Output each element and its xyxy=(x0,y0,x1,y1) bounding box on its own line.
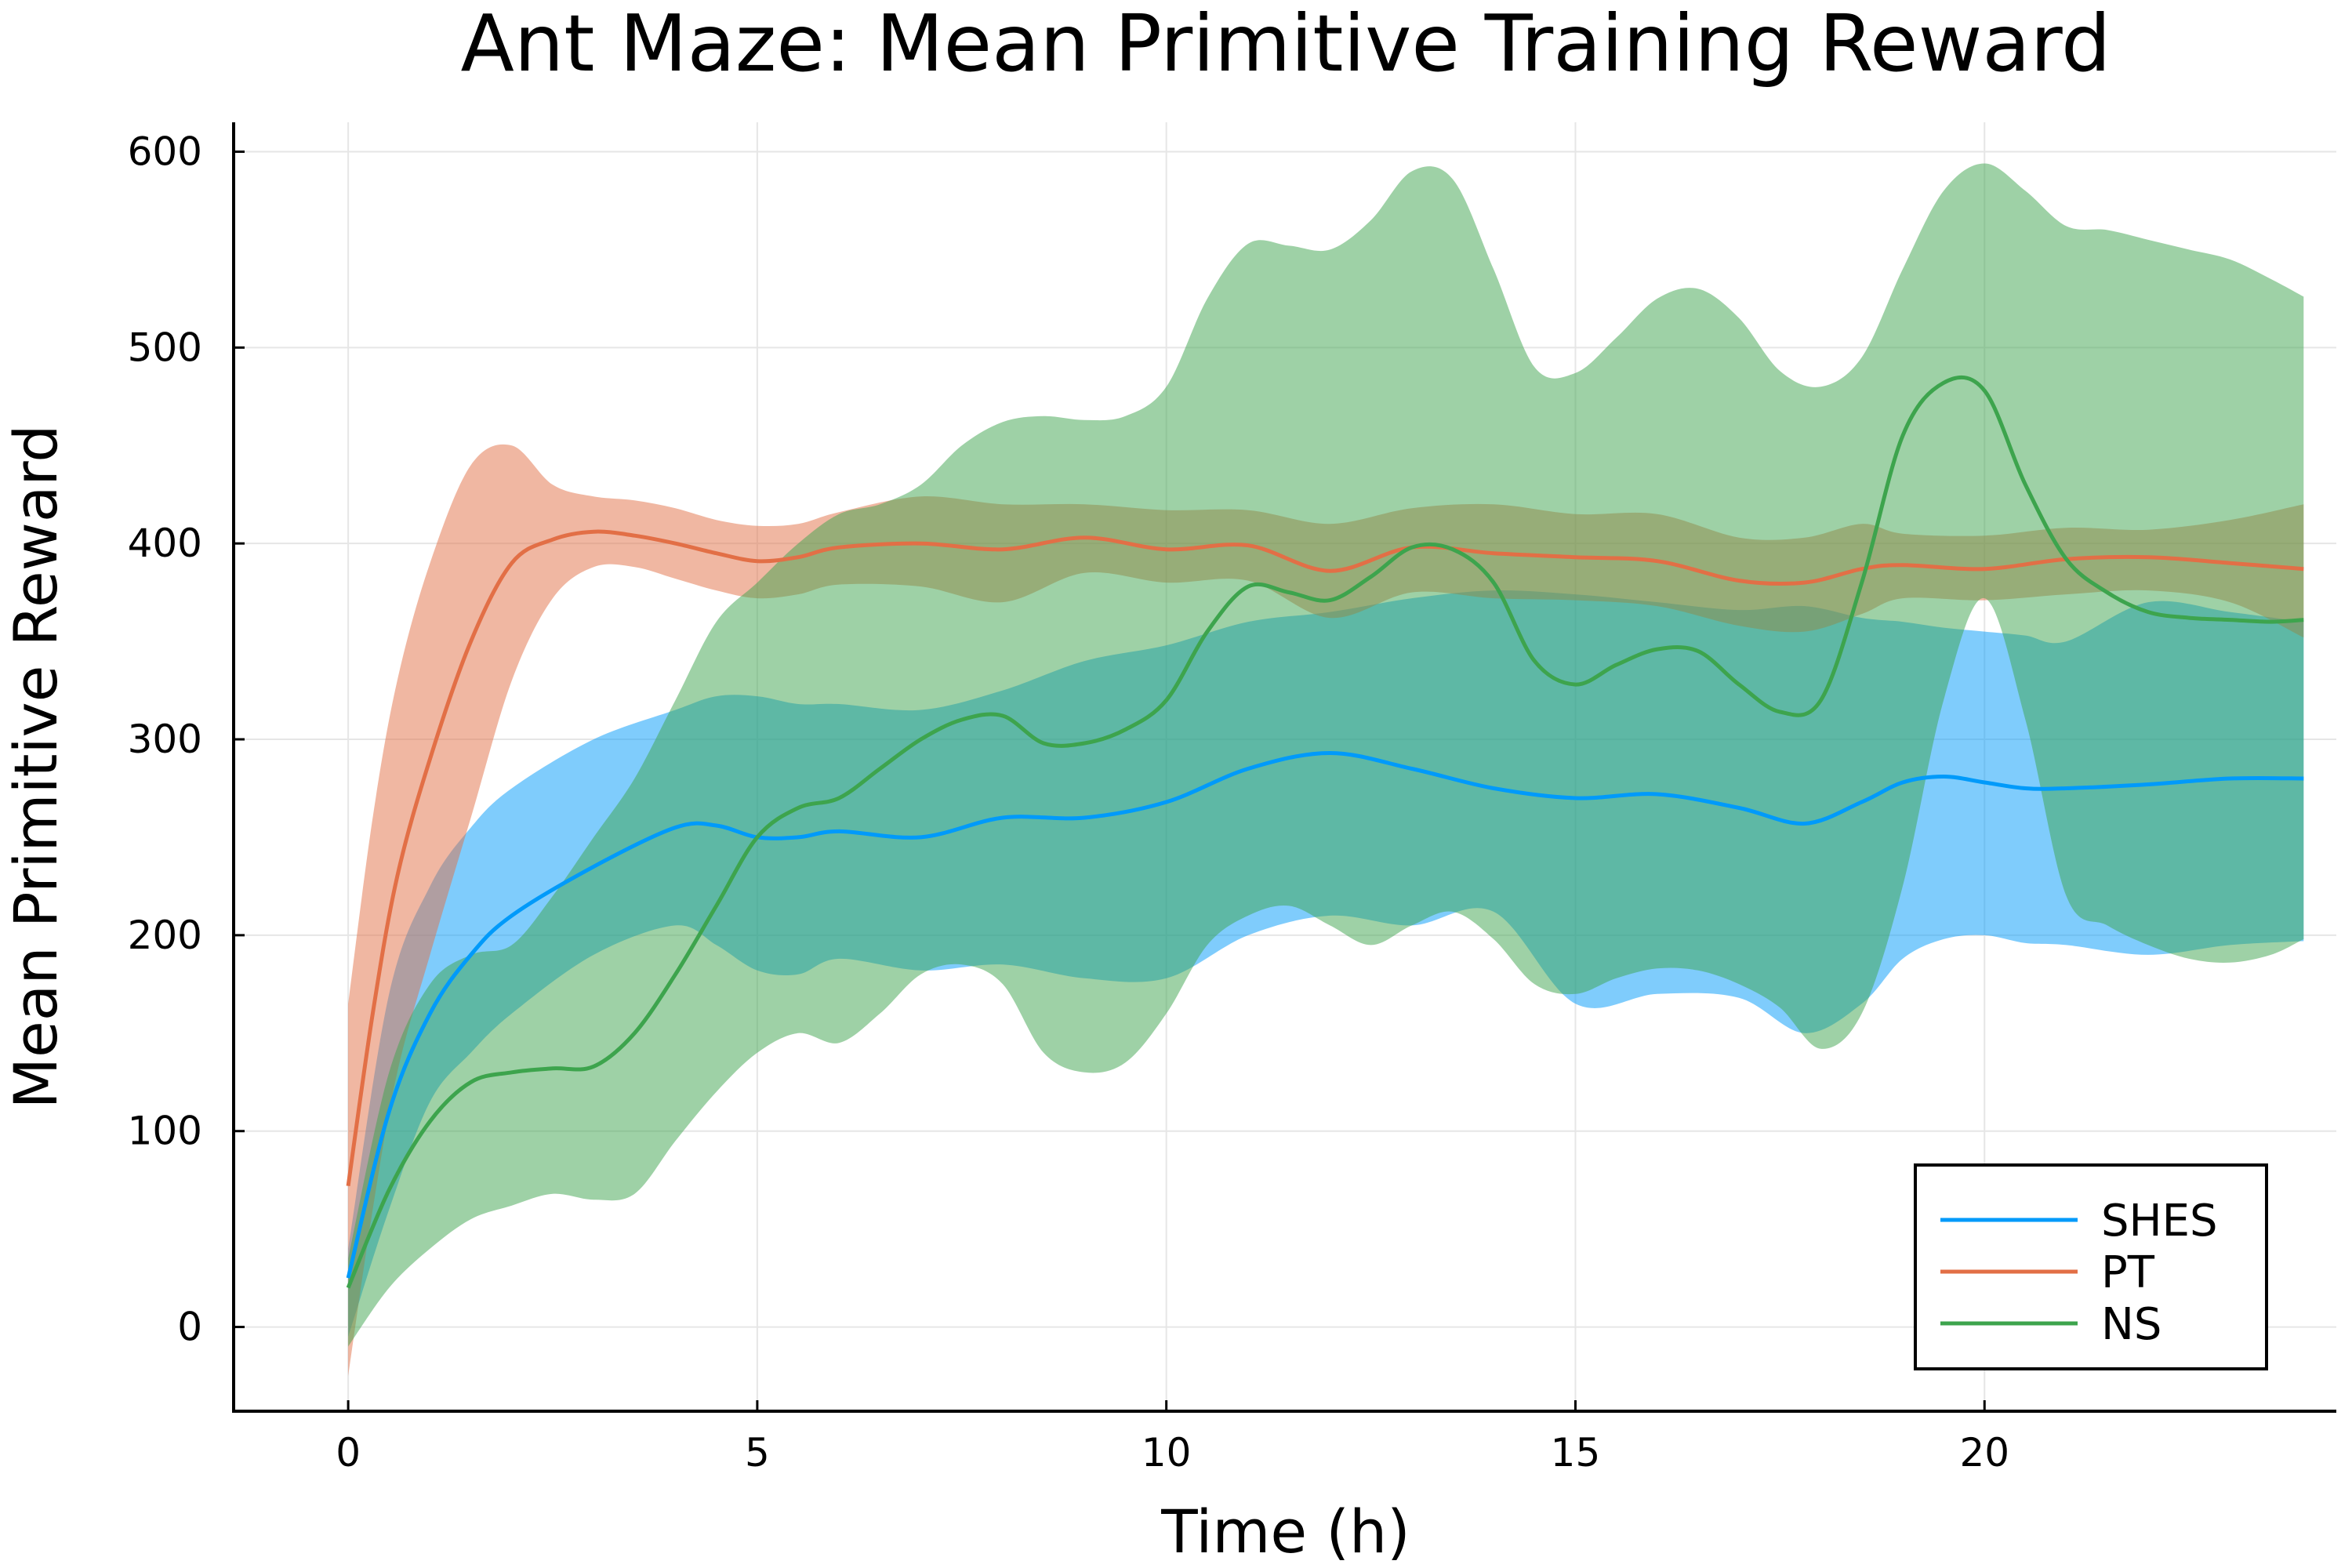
x-tick-label: 20 xyxy=(1959,1430,2009,1475)
y-tick-label: 300 xyxy=(128,717,202,762)
y-axis-label: Mean Primitive Reward xyxy=(1,424,71,1109)
x-ticks: 0 5 10 15 20 xyxy=(336,1400,2009,1475)
legend-label-pt: PT xyxy=(2101,1247,2155,1298)
legend-label-shes: SHES xyxy=(2101,1196,2218,1247)
y-tick-label: 500 xyxy=(128,325,202,370)
chart-title: Ant Maze: Mean Primitive Training Reward xyxy=(461,0,2111,89)
x-tick-label: 5 xyxy=(745,1430,770,1475)
axes xyxy=(232,122,2336,1413)
series-lines xyxy=(346,375,2304,1289)
y-tick-label: 200 xyxy=(128,913,202,958)
legend-label-ns: NS xyxy=(2101,1299,2161,1350)
axis-frame xyxy=(232,122,2336,1413)
y-tick-label: 0 xyxy=(177,1305,202,1350)
shes-line xyxy=(346,751,2304,1279)
y-ticks: 0 100 200 300 400 500 600 xyxy=(128,129,245,1350)
x-tick-label: 15 xyxy=(1551,1430,1601,1475)
x-tick-label: 0 xyxy=(336,1430,361,1475)
x-axis-label: Time (h) xyxy=(1160,1497,1410,1566)
ns-line xyxy=(346,375,2304,1289)
y-tick-label: 100 xyxy=(128,1109,202,1154)
pt-line xyxy=(346,529,2304,1187)
legend-box xyxy=(1914,1163,2268,1370)
x-tick-label: 10 xyxy=(1142,1430,1192,1475)
y-tick-label: 600 xyxy=(128,129,202,174)
y-tick-label: 400 xyxy=(128,521,202,566)
